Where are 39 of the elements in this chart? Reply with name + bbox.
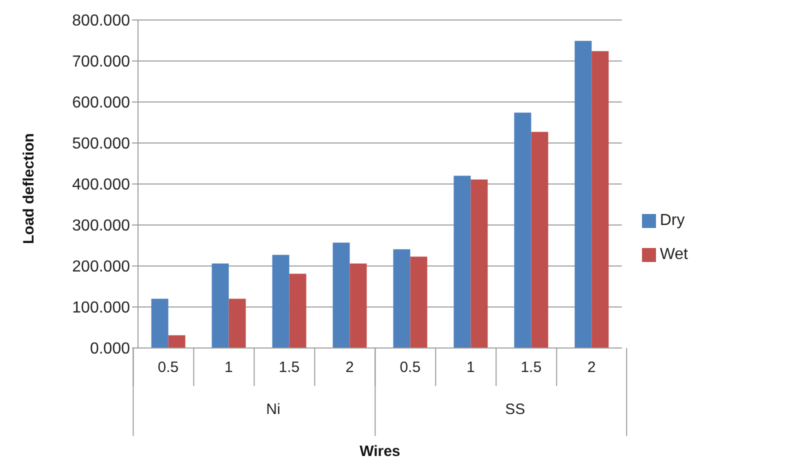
- bar: [289, 274, 306, 348]
- x-tick-label: 1: [224, 359, 233, 376]
- y-tick-label: 300.000: [72, 218, 130, 235]
- bar: [168, 335, 186, 348]
- x-tick-label: 1.5: [278, 359, 300, 376]
- legend-label: Wet: [660, 246, 688, 263]
- x-tick-label: 1.5: [520, 359, 542, 376]
- bar: [592, 51, 609, 348]
- x-tick-label: 0.5: [158, 359, 179, 376]
- bar: [151, 298, 168, 348]
- y-tick-label: 500.000: [72, 136, 130, 153]
- x-tick-label: 2: [587, 359, 596, 376]
- bar: [514, 112, 532, 348]
- bar: [332, 242, 350, 348]
- text: SS: [505, 401, 526, 418]
- bar: [393, 249, 410, 348]
- y-tick-label: 0.000: [90, 340, 130, 358]
- legend-label: Dry: [660, 212, 685, 229]
- bar: [531, 132, 548, 348]
- y-tick-label: 600.000: [72, 94, 130, 112]
- bar: [228, 298, 246, 348]
- y-tick-label: 800.000: [72, 12, 130, 30]
- bar: [272, 254, 290, 348]
- bar: [212, 264, 229, 348]
- x-tick-label: 2: [346, 359, 354, 376]
- bar: [454, 176, 471, 348]
- x-tick-label: 0.5: [400, 359, 421, 376]
- x-tick-label: 1: [466, 359, 475, 376]
- y-axis-title: Load deflection: [20, 133, 38, 244]
- y-tick-label: 400.000: [72, 176, 130, 194]
- y-tick-label: 700.000: [72, 54, 130, 71]
- x-axis-title: Wires: [360, 443, 400, 460]
- bar: [410, 256, 428, 348]
- bar: [470, 179, 488, 348]
- bar: [574, 40, 592, 348]
- text: Ni: [266, 401, 280, 418]
- y-tick-label: 100.000: [72, 300, 130, 317]
- y-tick-label: 200.000: [72, 258, 130, 276]
- bar: [350, 264, 367, 348]
